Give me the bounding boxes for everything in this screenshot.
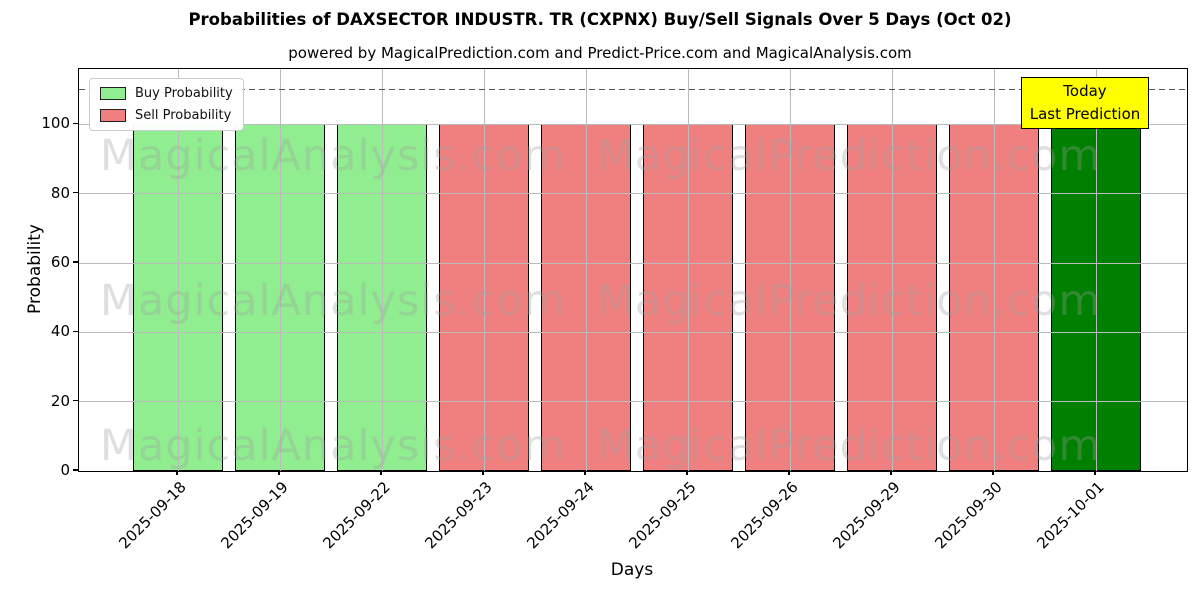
x-gridline	[279, 69, 281, 471]
y-tick-label: 20	[50, 391, 70, 410]
x-tick-label: 2025-09-19	[217, 478, 292, 553]
x-tick-mark	[686, 470, 688, 475]
x-tick-mark	[278, 470, 280, 475]
x-tick-label: 2025-09-29	[829, 478, 904, 553]
legend-label: Buy Probability	[135, 86, 233, 101]
annotation-line-1: Today	[1063, 82, 1107, 100]
x-axis-label: Days	[610, 560, 654, 580]
watermark-text: MagicalPrediction.com	[596, 276, 1102, 326]
y-gridline	[79, 193, 1187, 195]
x-gridline	[177, 69, 179, 471]
x-gridline	[483, 69, 485, 471]
annotation-line-2: Last Prediction	[1029, 105, 1141, 123]
y-tick-mark	[73, 261, 78, 263]
legend-label: Sell Probability	[135, 108, 232, 123]
legend: Buy Probability Sell Probability	[89, 78, 244, 131]
x-tick-mark	[788, 470, 790, 475]
x-gridline	[687, 69, 689, 471]
x-tick-label: 2025-09-24	[523, 478, 598, 553]
y-gridline	[79, 331, 1187, 333]
x-tick-mark	[992, 470, 994, 475]
x-tick-label: 2025-09-22	[319, 478, 394, 553]
x-tick-label: 2025-09-25	[625, 478, 700, 553]
x-tick-mark	[482, 470, 484, 475]
x-gridline	[381, 69, 383, 471]
y-gridline	[79, 262, 1187, 264]
y-tick-label: 100	[41, 114, 70, 133]
y-tick-mark	[73, 330, 78, 333]
x-gridline	[891, 69, 893, 471]
today-annotation: Today Last Prediction	[1021, 77, 1149, 129]
y-tick-label: 80	[50, 183, 70, 202]
legend-entry: Buy Probability	[100, 86, 233, 101]
legend-swatch-buy	[100, 87, 126, 100]
x-gridline	[1095, 69, 1097, 471]
x-tick-label: 2025-09-30	[931, 478, 1006, 553]
y-tick-mark	[73, 192, 78, 194]
plot-area: MagicalAnalysis.com MagicalPrediction.com…	[78, 68, 1188, 472]
x-tick-label: 2025-09-26	[727, 478, 802, 553]
threshold-dashed-line	[79, 88, 1187, 91]
watermark-text: MagicalAnalysis.com	[99, 276, 567, 326]
y-gridline	[79, 401, 1187, 403]
watermark-text: MagicalAnalysis.com	[99, 131, 567, 181]
x-gridline	[993, 69, 995, 471]
x-gridline	[789, 69, 791, 471]
y-tick-label: 0	[60, 461, 70, 479]
x-tick-mark	[1094, 470, 1096, 475]
y-gridline	[79, 123, 1187, 125]
watermark-text: MagicalPrediction.com	[596, 421, 1102, 471]
legend-swatch-sell	[100, 109, 126, 122]
y-tick-mark	[73, 399, 78, 402]
x-tick-mark	[584, 470, 586, 475]
legend-entry: Sell Probability	[100, 108, 233, 123]
y-tick-label: 60	[50, 253, 70, 272]
chart-title: Probabilities of DAXSECTOR INDUSTR. TR (…	[188, 10, 1012, 29]
x-tick-label: 2025-10-01	[1033, 478, 1108, 553]
x-tick-mark	[380, 470, 382, 475]
y-tick-label: 40	[50, 322, 70, 341]
watermark-text: MagicalPrediction.com	[596, 131, 1102, 181]
watermark-text: MagicalAnalysis.com	[99, 421, 567, 471]
chart-subtitle: powered by MagicalPrediction.com and Pre…	[288, 44, 912, 62]
x-tick-mark	[176, 470, 178, 475]
x-tick-mark	[890, 470, 892, 475]
y-tick-mark	[73, 122, 78, 125]
y-tick-mark	[73, 469, 78, 471]
x-tick-label: 2025-09-23	[421, 478, 496, 553]
x-gridline	[585, 69, 587, 471]
x-tick-label: 2025-09-18	[115, 478, 190, 553]
